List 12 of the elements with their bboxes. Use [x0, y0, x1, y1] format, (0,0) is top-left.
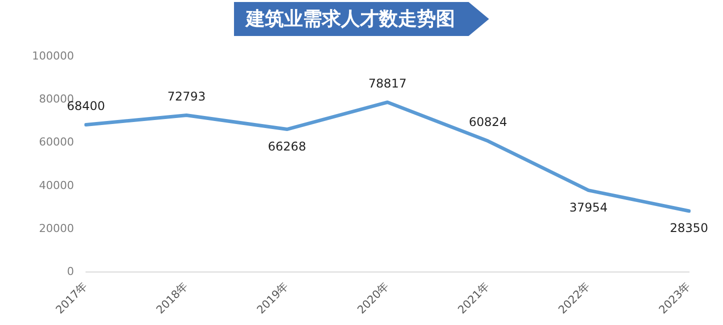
data-label: 60824	[468, 115, 508, 130]
y-tick-label: 40000	[38, 178, 74, 192]
data-label: 66268	[268, 139, 306, 154]
data-label: 72793	[167, 89, 206, 104]
y-tick-label: 60000	[38, 136, 74, 149]
y-tick-label: 100000	[32, 49, 74, 62]
data-label: 78817	[368, 76, 407, 90]
y-tick-label: 20000	[38, 222, 74, 235]
y-tick-label: 0	[66, 264, 74, 278]
data-label: 37954	[569, 200, 608, 214]
chart-title: 建筑业需求人才数走势图	[234, 2, 489, 36]
data-label: 28350	[670, 221, 708, 236]
